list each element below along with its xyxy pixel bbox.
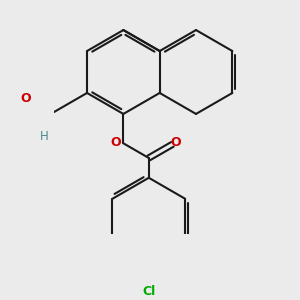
Text: O: O — [171, 136, 181, 149]
Text: O: O — [110, 136, 121, 149]
Text: O: O — [21, 92, 31, 105]
Text: H: H — [40, 130, 49, 143]
Text: Cl: Cl — [142, 285, 155, 298]
